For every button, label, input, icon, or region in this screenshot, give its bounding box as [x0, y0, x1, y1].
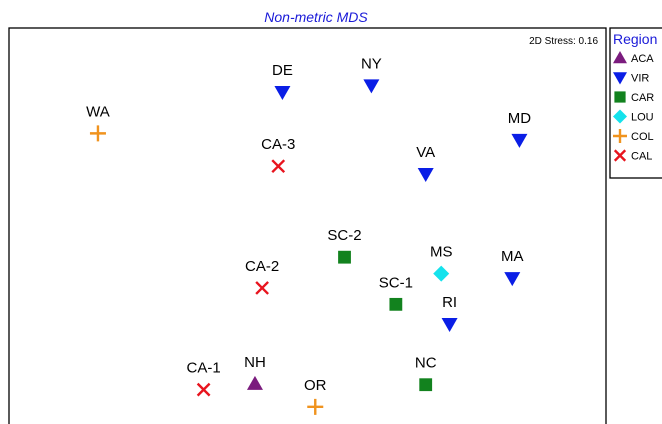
point-marker [255, 281, 269, 295]
point-marker [271, 159, 286, 174]
legend: Region ACA VIR CAR LOU COL CAL [609, 27, 662, 179]
legend-item-col: COL [613, 129, 654, 143]
data-point-nh: NH [244, 354, 266, 390]
data-point-ms: MS [430, 244, 453, 282]
point-label: MD [508, 110, 531, 127]
legend-item-vir: VIR [613, 72, 649, 85]
point-label: SC-2 [327, 227, 361, 244]
legend-label: CAR [631, 92, 654, 104]
legend-label: CAL [631, 151, 652, 163]
point-label: DE [272, 62, 293, 79]
stress-label: 2D Stress: 0.16 [529, 36, 598, 47]
point-marker [307, 398, 324, 415]
point-label: CA-1 [187, 360, 221, 377]
data-point-de: DE [272, 62, 293, 100]
point-label: MS [430, 244, 453, 261]
legend-item-lou: LOU [613, 109, 654, 124]
point-label: NC [415, 355, 437, 372]
point-label: VA [416, 144, 435, 161]
data-point-wa: WA [86, 103, 110, 142]
legend-item-aca: ACA [613, 51, 654, 65]
data-point-ri: RI [441, 294, 458, 333]
legend-title: Region [613, 31, 657, 47]
legend-item-cal: CAL [613, 149, 652, 163]
point-marker [363, 79, 380, 94]
legend-label: LOU [631, 112, 654, 124]
data-point-ca-1: CA-1 [187, 360, 221, 397]
point-label: NY [361, 55, 382, 72]
point-label: NH [244, 354, 266, 371]
data-point-md: MD [508, 110, 531, 148]
point-marker [511, 133, 528, 148]
plot-frame [8, 27, 607, 424]
point-label: CA-2 [245, 258, 279, 275]
legend-label: VIR [631, 73, 649, 85]
point-marker [433, 265, 450, 282]
point-marker [441, 318, 458, 333]
legend-marker [613, 51, 627, 64]
data-point-nc: NC [415, 355, 437, 392]
point-marker [419, 378, 433, 392]
data-point-ca-2: CA-2 [245, 258, 279, 295]
data-point-ny: NY [361, 55, 382, 94]
point-label: WA [86, 103, 110, 120]
legend-marker [613, 129, 627, 143]
data-point-or: OR [304, 377, 327, 415]
point-marker [246, 375, 263, 390]
point-marker [504, 272, 521, 287]
points-layer: DE NY MD VA MA RI SC-2 SC-1 NC MS WA OR CA-3 CA-2 CA-1… [86, 55, 531, 415]
point-label: MA [501, 248, 524, 265]
point-marker [196, 382, 211, 397]
legend-label: ACA [631, 53, 654, 65]
point-marker [338, 250, 351, 264]
legend-marker [613, 72, 627, 85]
point-label: RI [442, 294, 457, 311]
legend-marker [613, 109, 627, 124]
point-label: OR [304, 377, 327, 394]
data-point-va: VA [416, 144, 435, 182]
chart-title: Non-metric MDS [264, 9, 368, 25]
point-marker [89, 125, 106, 142]
data-point-ma: MA [501, 248, 524, 287]
legend-item-car: CAR [614, 91, 654, 104]
point-marker [389, 297, 403, 311]
point-label: SC-1 [379, 274, 413, 291]
legend-marker [614, 91, 626, 103]
data-point-sc-2: SC-2 [327, 227, 362, 264]
point-label: CA-3 [261, 136, 295, 153]
data-point-sc-1: SC-1 [379, 274, 413, 311]
point-marker [274, 85, 291, 100]
point-marker [417, 167, 434, 182]
legend-marker [613, 149, 627, 162]
legend-label: COL [631, 131, 654, 143]
data-point-ca-3: CA-3 [261, 136, 295, 174]
